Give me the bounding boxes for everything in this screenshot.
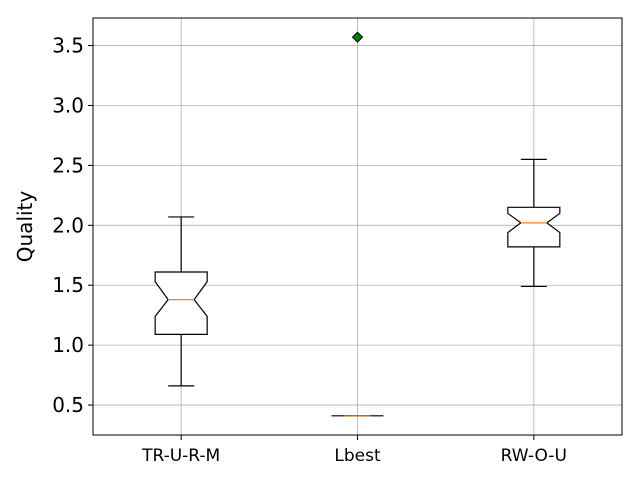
box-group (154, 216, 208, 387)
outlier-marker (351, 31, 364, 43)
x-axis-ticks: TR-U-R-M Lbest RW-O-U (141, 435, 567, 466)
x-tick-label: Lbest (334, 446, 381, 466)
y-tick-label: 2.0 (52, 213, 84, 237)
box-group (507, 158, 561, 288)
y-tick-label: 3.0 (52, 93, 84, 117)
y-tick-label: 3.5 (52, 34, 84, 58)
y-tick-label: 0.5 (52, 393, 84, 417)
y-tick-label: 1.0 (52, 333, 84, 357)
y-axis-ticks: 0.5 1.0 1.5 2.0 2.5 3.0 3.5 (52, 34, 93, 417)
y-tick-label: 1.5 (52, 273, 84, 297)
box-body (507, 206, 561, 248)
x-tick-label: RW-O-U (501, 446, 567, 466)
y-tick-label: 2.5 (52, 153, 84, 177)
x-tick-label: TR-U-R-M (141, 446, 220, 466)
box-group (331, 31, 384, 417)
y-axis-label: Quality (13, 191, 37, 263)
box-body (154, 271, 208, 335)
box-layer (154, 31, 561, 417)
